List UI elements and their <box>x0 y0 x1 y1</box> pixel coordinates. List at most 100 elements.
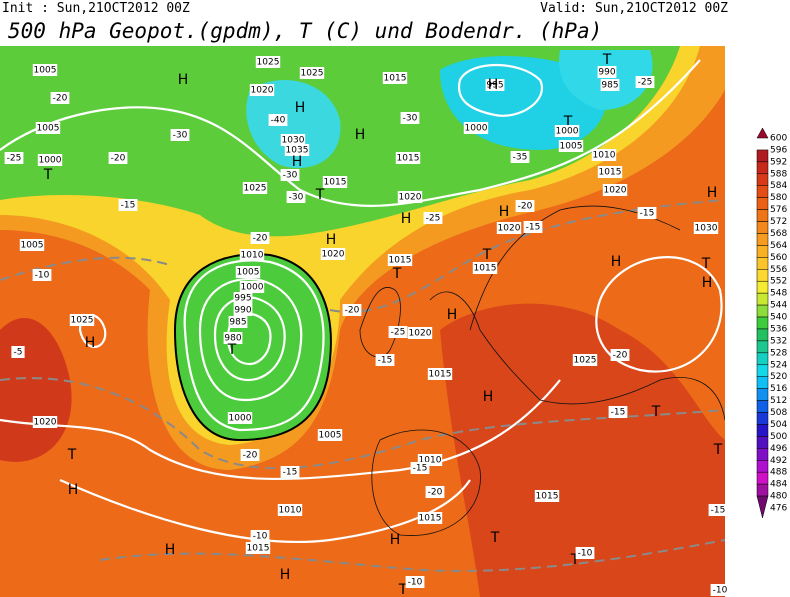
contour-label: 1025 <box>301 69 324 79</box>
label-box <box>425 486 445 498</box>
label-box <box>387 254 413 266</box>
label-box <box>710 584 730 596</box>
contour-label: -15 <box>413 464 428 474</box>
colorbar-label: 564 <box>770 241 787 251</box>
label-box <box>11 346 25 358</box>
colorbar-label: 496 <box>770 444 787 454</box>
colorbar-swatch <box>756 185 769 198</box>
contour-label: -15 <box>526 223 541 233</box>
contour-label: 1015 <box>389 256 412 266</box>
colorbar-swatch <box>756 292 769 306</box>
colorbar-label: 580 <box>770 193 787 203</box>
colorbar-label: 512 <box>770 396 787 406</box>
contour-label: 1000 <box>465 124 488 134</box>
contour-label: -15 <box>283 468 298 478</box>
colorbar-swatch <box>756 209 769 222</box>
contour-label: 1015 <box>247 544 270 554</box>
isotherm <box>0 377 725 470</box>
isobar <box>183 259 325 432</box>
colorbar-swatch <box>756 424 769 437</box>
contour-label: 1010 <box>279 506 302 516</box>
contour-label: 1035 <box>286 146 309 156</box>
init-time: Init : Sun,21OCT2012 00Z <box>2 1 190 16</box>
contour-label: -20 <box>345 306 360 316</box>
contour-label: -20 <box>253 234 268 244</box>
contour-label: 1015 <box>397 154 420 164</box>
pressure-center: H <box>707 185 718 201</box>
label-box <box>322 176 348 188</box>
label-box <box>427 368 453 380</box>
contour-label: 1005 <box>21 241 44 251</box>
contour-label: -10 <box>408 578 423 588</box>
colorbar-swatch <box>756 436 769 449</box>
pressure-center: H <box>499 204 510 220</box>
contour-label: -10 <box>253 532 268 542</box>
contour-label: -30 <box>289 193 304 203</box>
contour-label: -15 <box>611 408 626 418</box>
colorbar-label: 532 <box>770 336 787 346</box>
label-box <box>235 266 261 278</box>
colorbar-label: 476 <box>770 504 787 514</box>
contour-label: -25 <box>7 154 22 164</box>
isotherm <box>99 539 725 572</box>
pressure-center: T <box>398 582 408 597</box>
label-box <box>608 406 628 418</box>
label-box <box>35 122 61 134</box>
colorbar-label: 560 <box>770 253 787 263</box>
contour-label: -40 <box>271 116 286 126</box>
label-box <box>223 332 243 344</box>
isobar <box>198 278 303 402</box>
label-box <box>170 129 190 141</box>
pressure-center: H <box>292 154 303 170</box>
colorbar-swatch <box>756 448 769 461</box>
label-box <box>233 292 253 304</box>
contour-label: -20 <box>428 488 443 498</box>
label-box <box>600 79 620 91</box>
pressure-center: H <box>483 389 494 405</box>
contour-label: 1025 <box>257 58 280 68</box>
label-box <box>407 327 433 339</box>
colorbar-swatch <box>756 197 769 210</box>
pressure-center: H <box>447 307 458 323</box>
isotherm <box>0 199 725 313</box>
contour-label: 995 <box>234 294 251 304</box>
label-box <box>69 314 95 326</box>
contour-label: -5 <box>14 348 23 358</box>
contour-label: 1015 <box>536 492 559 502</box>
contour-label: 1000 <box>241 283 264 293</box>
label-box <box>342 304 362 316</box>
label-box <box>397 191 423 203</box>
pressure-center: T <box>651 404 661 420</box>
contour-label: 1015 <box>324 178 347 188</box>
label-box <box>485 79 505 91</box>
contour-label: 990 <box>234 306 251 316</box>
colorbar-swatch <box>756 471 769 485</box>
label-box <box>277 504 303 516</box>
label-box <box>496 222 522 234</box>
label-box <box>708 504 728 516</box>
pressure-center: H <box>165 542 176 558</box>
label-box <box>284 144 310 156</box>
label-box <box>597 166 623 178</box>
contour-label: -20 <box>53 94 68 104</box>
label-box <box>32 416 58 428</box>
contour-label: -10 <box>713 586 728 596</box>
isobar <box>457 64 543 117</box>
contour-label: 1030 <box>695 224 718 234</box>
contour-label: -10 <box>35 271 50 281</box>
label-box <box>299 67 325 79</box>
colorbar-swatch <box>756 245 769 258</box>
contour-label: 1015 <box>419 514 442 524</box>
contour-label: 1020 <box>34 418 57 428</box>
colorbar-label: 484 <box>770 480 787 490</box>
colorbar-label: 504 <box>770 420 787 430</box>
label-box <box>423 212 443 224</box>
pressure-center: H <box>280 567 291 583</box>
contour-label: -20 <box>243 451 258 461</box>
label-box <box>245 542 271 554</box>
label-box <box>572 354 598 366</box>
contour-label: 1020 <box>251 86 274 96</box>
pressure-center: T <box>570 552 580 568</box>
